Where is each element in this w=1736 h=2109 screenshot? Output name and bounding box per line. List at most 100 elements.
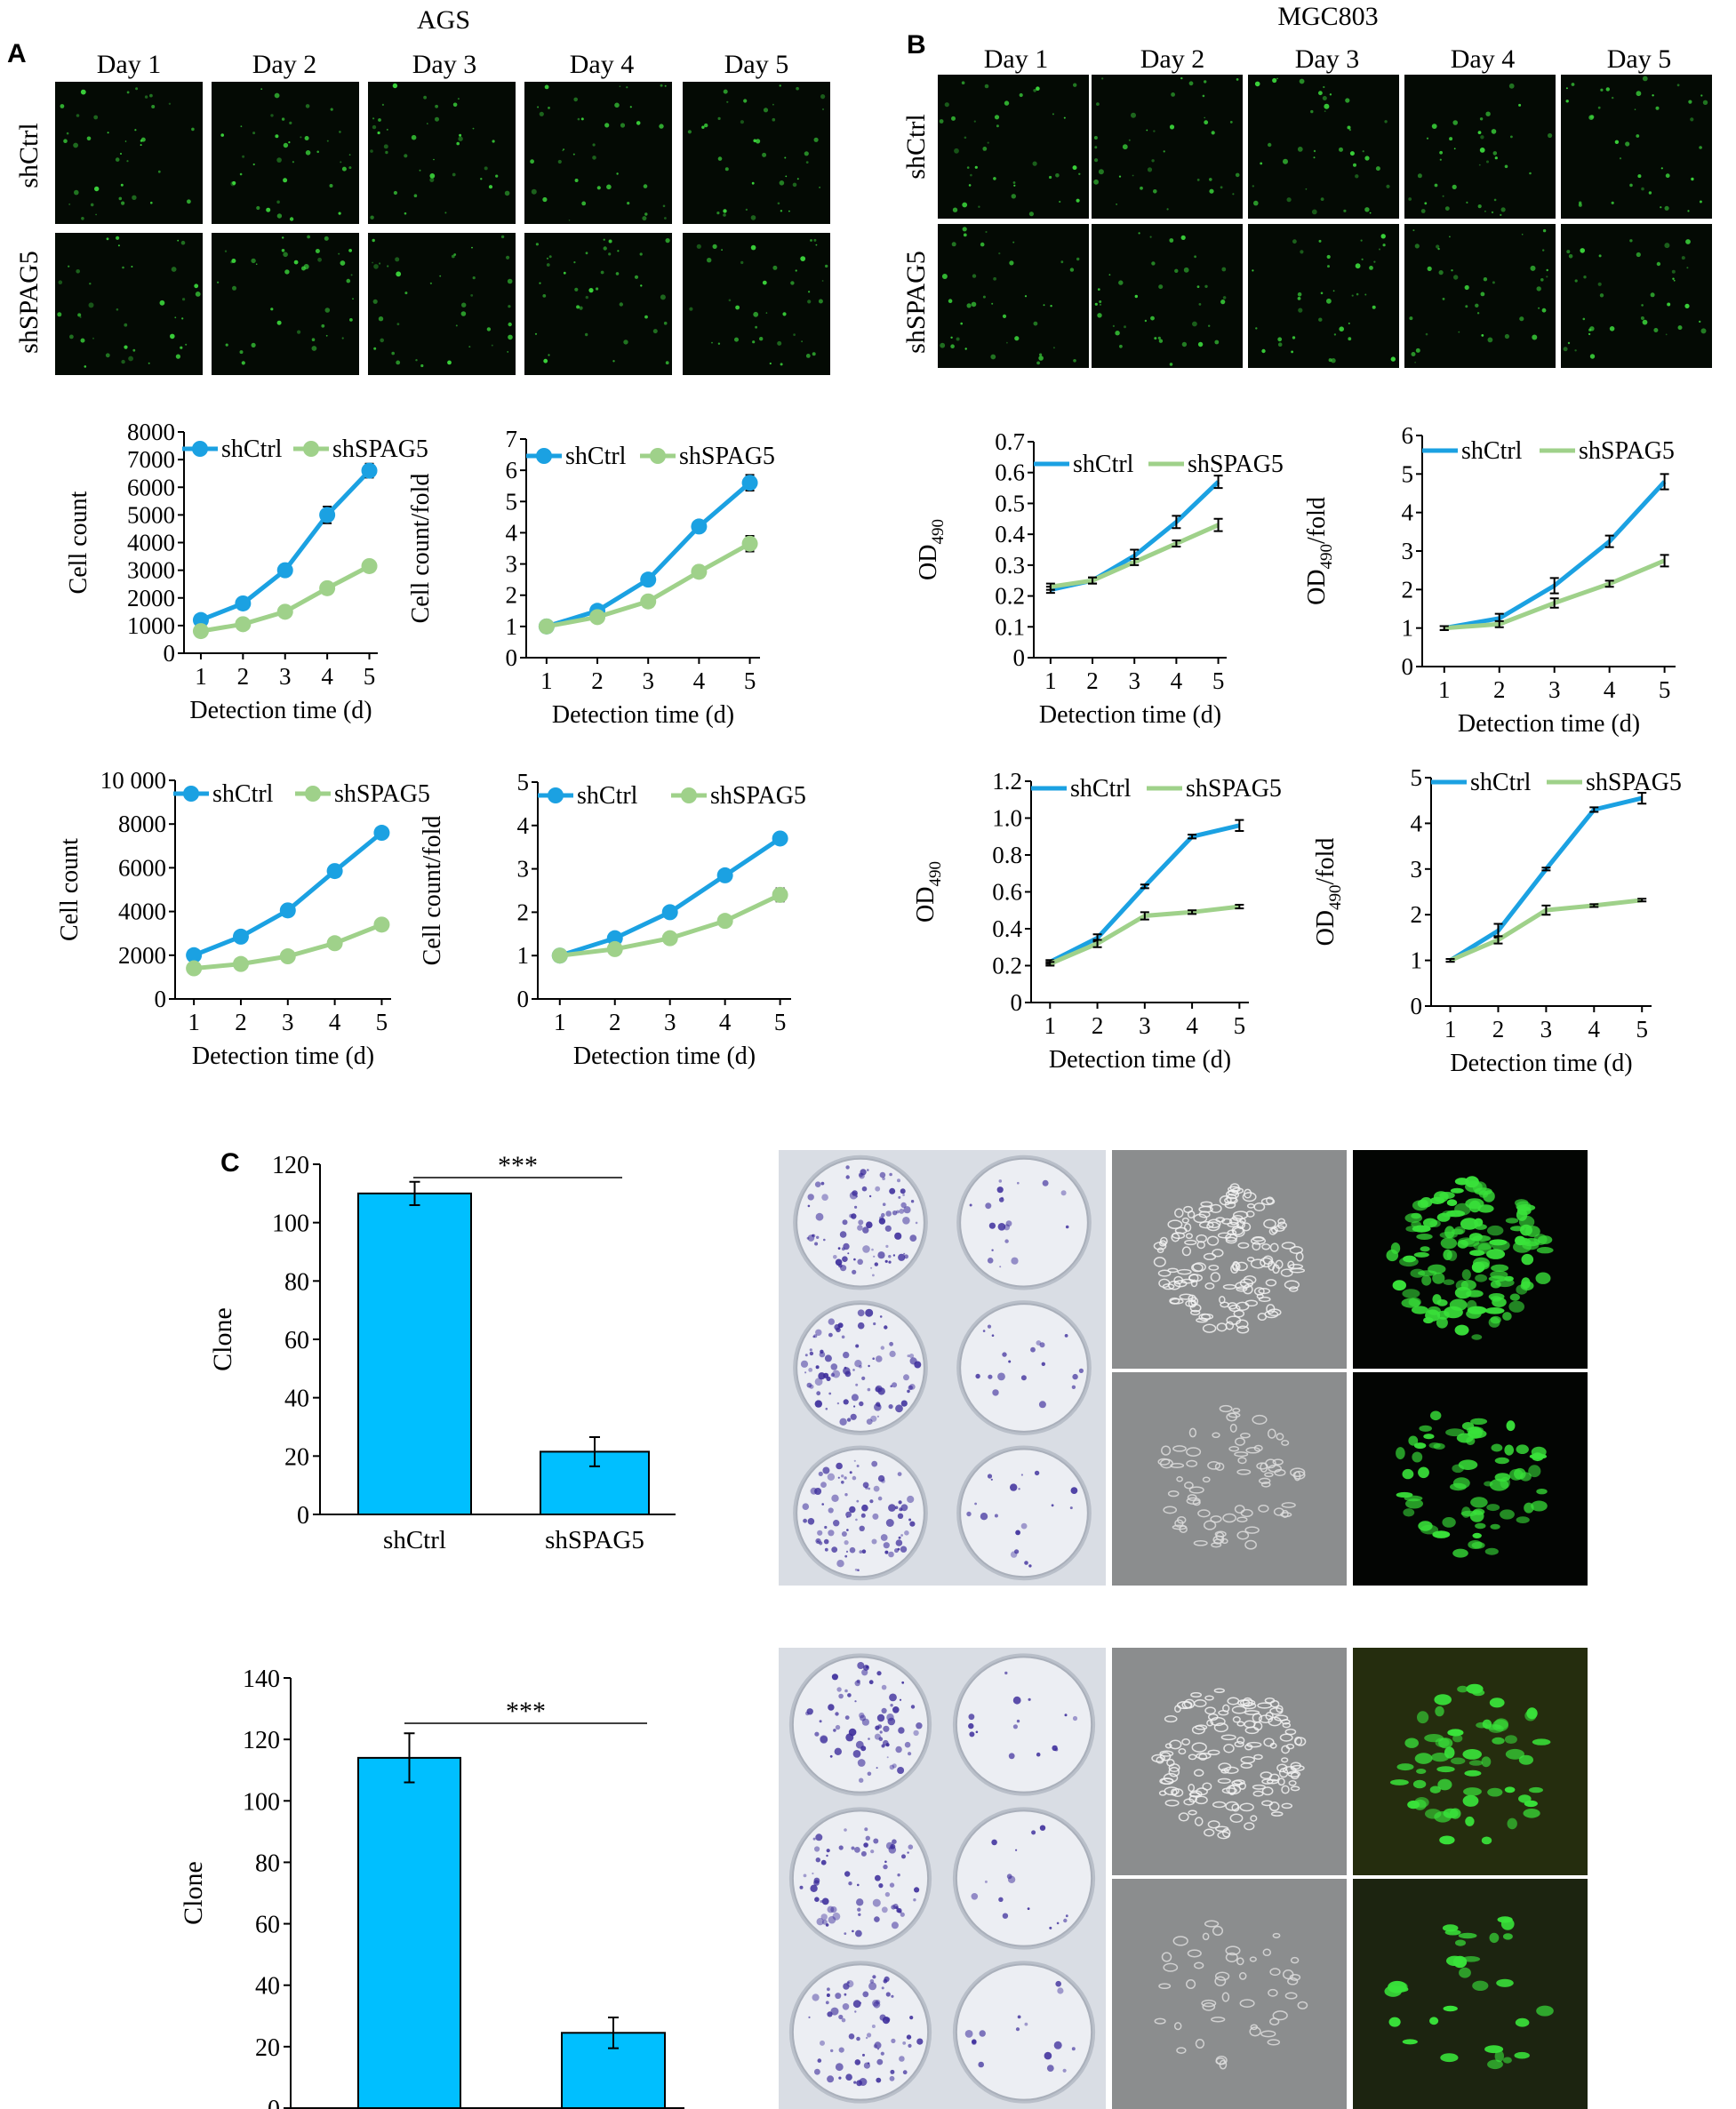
error-bar [1445, 958, 1455, 963]
y-tick-label: 0.6 [992, 879, 1022, 906]
y-tick-label: 2000 [127, 585, 175, 611]
data-point [192, 611, 209, 628]
data-point [319, 507, 336, 523]
day-label: Day 2 [252, 50, 316, 79]
legend-marker [536, 448, 552, 464]
error-bar [1172, 539, 1181, 548]
legend-label: shSPAG5 [1586, 769, 1682, 796]
y-tick-label: 0 [1411, 993, 1423, 1019]
data-point [772, 830, 788, 847]
legend-marker [650, 448, 666, 464]
y-axis-label: Cell count/fold [419, 816, 446, 966]
culture-well [791, 1656, 930, 1793]
series-shctrl [1045, 819, 1244, 965]
panel-b-day-labels: Day 1 Day 2 Day 3 Day 4 Day 5 [984, 44, 1671, 74]
y-tick-label: 0.4 [995, 521, 1025, 547]
data-point [538, 618, 555, 635]
series-shctrl [1445, 791, 1647, 963]
cell-line-ags: AGS [417, 5, 470, 35]
culture-well [959, 1157, 1089, 1288]
y-tick-label: 3 [1402, 538, 1414, 564]
y-tick-label: 2 [517, 899, 530, 925]
x-axis-label: Detection time (d) [189, 697, 372, 724]
error-bar [1549, 577, 1559, 595]
x-tick-label: 1 [1044, 667, 1057, 694]
data-point [691, 563, 708, 580]
x-tick-label: 2 [609, 1009, 621, 1035]
error-bar [1130, 557, 1140, 566]
series-shspag5 [551, 886, 788, 964]
error-bar [1045, 961, 1055, 967]
fluorescence-image [55, 82, 203, 224]
legend-item: shSPAG5 [1147, 775, 1282, 803]
y-tick-label: 20 [255, 2034, 280, 2062]
day-label: Day 3 [412, 50, 476, 79]
error-bar [608, 2017, 619, 2049]
day-label: Day 1 [984, 44, 1048, 74]
x-tick-label: 1 [1438, 676, 1451, 703]
fluorescence-image [524, 82, 672, 224]
y-tick-label: 0 [268, 2096, 280, 2109]
culture-well [796, 1448, 925, 1578]
x-tick-label: 4 [693, 667, 706, 694]
error-bar [1213, 475, 1223, 490]
y-axis-label: Cell count [56, 838, 84, 941]
legend-item: shSPAG5 [293, 435, 428, 463]
gfp-fluorescence-photo [1353, 1879, 1588, 2109]
y-tick-label: 5 [1402, 460, 1414, 487]
y-tick-label: 0.2 [992, 953, 1022, 979]
series-shspag5 [192, 557, 378, 640]
y-tick-label: 4 [1411, 810, 1423, 836]
legend-item: shSPAG5 [640, 443, 775, 470]
day-label: Day 2 [1140, 44, 1204, 74]
data-point [276, 562, 293, 579]
x-tick-label: 5 [774, 1009, 787, 1035]
legend-item: shCtrl [1422, 437, 1523, 465]
legend-marker [681, 787, 697, 803]
fluorescence-image [683, 233, 830, 375]
data-point [661, 904, 678, 921]
x-tick-label: 1 [188, 1009, 200, 1035]
significance-stars: *** [506, 1697, 546, 1726]
fluorescence-image [1248, 75, 1399, 219]
y-tick-label: 4 [506, 519, 518, 546]
error-bar [1604, 534, 1614, 548]
culture-well [791, 1963, 930, 2101]
y-tick-label: 120 [272, 1152, 309, 1179]
y-tick-label: 6 [1402, 422, 1414, 449]
series-shctrl [186, 825, 390, 963]
y-tick-label: 20 [284, 1443, 309, 1471]
chart-c-clone-bottom: 020406080100120140CloneshCtrlshSPAG5*** [179, 1666, 684, 2109]
legend-label: shSPAG5 [679, 443, 775, 470]
data-point [319, 579, 336, 596]
series-line [1444, 558, 1666, 631]
y-axis-label: OD490/fold [1303, 497, 1336, 605]
fluorescence-image [1561, 224, 1712, 368]
x-tick-label: 4 [1588, 1016, 1601, 1043]
y-tick-label: 0 [297, 1502, 309, 1530]
x-axis-label: Detection time (d) [1049, 1046, 1231, 1074]
x-tick-label: 2 [1492, 1016, 1505, 1043]
series-line [1049, 823, 1240, 964]
y-tick-label: 3 [1411, 856, 1423, 883]
y-tick-label: 7000 [127, 446, 175, 473]
y-tick-label: 40 [284, 1386, 309, 1413]
legend-item: shSPAG5 [295, 780, 430, 808]
data-point [373, 825, 390, 842]
error-bar [1541, 904, 1551, 916]
legend-label: shCtrl [1073, 451, 1134, 478]
error-bar [409, 1180, 420, 1206]
error-bar [1541, 867, 1551, 872]
x-tick-label: 2 [1086, 667, 1099, 694]
y-tick-label: 8000 [127, 419, 175, 445]
x-axis-label: Detection time (d) [1450, 1050, 1632, 1077]
y-axis-label: Cell count/fold [407, 474, 435, 624]
legend-item: shSPAG5 [1540, 437, 1675, 465]
data-point [279, 948, 296, 965]
x-tick-label: 2 [235, 1009, 247, 1035]
culture-well [959, 1448, 1089, 1578]
